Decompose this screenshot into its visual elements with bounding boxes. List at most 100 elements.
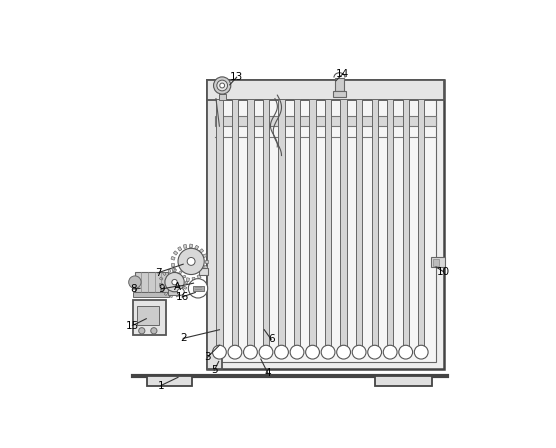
Text: A: A [174, 282, 181, 292]
Bar [387, 99, 393, 349]
Text: 10: 10 [437, 267, 450, 277]
Text: 15: 15 [126, 321, 139, 331]
Bar [310, 99, 316, 349]
Bar [232, 99, 238, 349]
Bar [219, 94, 226, 99]
Bar [207, 80, 444, 370]
Circle shape [368, 345, 381, 359]
Bar [133, 301, 166, 335]
Bar [263, 99, 269, 349]
Circle shape [352, 345, 366, 359]
Bar [137, 306, 159, 324]
Bar [375, 376, 431, 386]
Circle shape [172, 280, 177, 285]
Bar [203, 265, 208, 269]
Bar [403, 99, 409, 349]
Bar [178, 247, 182, 251]
Bar [340, 99, 347, 349]
Bar [197, 275, 201, 279]
Bar [332, 90, 346, 97]
Bar [356, 99, 362, 349]
Bar [325, 99, 331, 349]
Text: 1: 1 [157, 381, 164, 391]
Bar [418, 99, 424, 349]
Bar [171, 256, 175, 260]
Circle shape [290, 345, 304, 359]
Circle shape [217, 80, 227, 91]
Bar [279, 99, 285, 349]
Circle shape [383, 345, 397, 359]
Text: 7: 7 [155, 268, 161, 278]
Text: 14: 14 [336, 69, 350, 79]
Bar [183, 286, 187, 289]
Bar [165, 292, 168, 296]
Circle shape [128, 276, 141, 289]
Text: 4: 4 [265, 368, 271, 378]
Bar [159, 283, 162, 285]
Bar [215, 116, 436, 126]
Bar [189, 244, 192, 248]
Circle shape [259, 345, 273, 359]
Bar [433, 258, 439, 266]
Bar [171, 263, 174, 266]
Bar [173, 269, 176, 272]
Bar [161, 288, 164, 291]
Bar [163, 272, 166, 276]
Bar [207, 80, 222, 370]
Circle shape [399, 345, 413, 359]
Bar [168, 269, 171, 272]
Bar [186, 278, 190, 282]
Bar [182, 275, 186, 278]
Bar [135, 272, 168, 293]
Text: 6: 6 [268, 334, 275, 345]
Bar [173, 251, 178, 255]
Circle shape [275, 345, 289, 359]
Circle shape [306, 345, 320, 359]
Bar [195, 246, 198, 250]
Text: 2: 2 [180, 333, 186, 343]
Bar [201, 271, 205, 275]
Bar [247, 99, 254, 349]
Bar [294, 99, 300, 349]
Bar [178, 271, 182, 274]
Bar [371, 99, 378, 349]
Text: 3: 3 [204, 352, 211, 362]
Circle shape [178, 248, 204, 275]
Bar [199, 249, 203, 253]
Bar [216, 99, 222, 349]
Bar [176, 294, 178, 297]
Circle shape [188, 279, 208, 298]
Bar [172, 268, 176, 272]
Circle shape [220, 83, 225, 88]
Circle shape [187, 258, 195, 265]
Bar [431, 257, 445, 267]
Bar [200, 267, 208, 275]
Circle shape [414, 345, 428, 359]
Bar [207, 80, 444, 99]
Circle shape [244, 345, 257, 359]
Circle shape [321, 345, 335, 359]
Circle shape [177, 289, 184, 295]
Bar [335, 78, 344, 90]
Bar [160, 277, 163, 280]
Circle shape [151, 327, 157, 334]
Bar [185, 281, 187, 283]
Bar [183, 245, 187, 248]
Text: 16: 16 [176, 292, 189, 302]
Circle shape [214, 77, 231, 94]
Bar [180, 291, 183, 294]
Bar [170, 294, 173, 297]
Circle shape [337, 345, 350, 359]
Bar [147, 376, 192, 386]
Text: 9: 9 [158, 284, 165, 294]
Circle shape [165, 272, 184, 292]
Bar [203, 254, 207, 258]
Bar [192, 285, 203, 291]
Bar [205, 260, 208, 263]
Text: 13: 13 [230, 72, 244, 82]
Bar [192, 277, 195, 281]
Bar [180, 276, 184, 280]
Bar [168, 289, 180, 294]
Text: 8: 8 [130, 284, 136, 294]
Bar [175, 272, 180, 277]
